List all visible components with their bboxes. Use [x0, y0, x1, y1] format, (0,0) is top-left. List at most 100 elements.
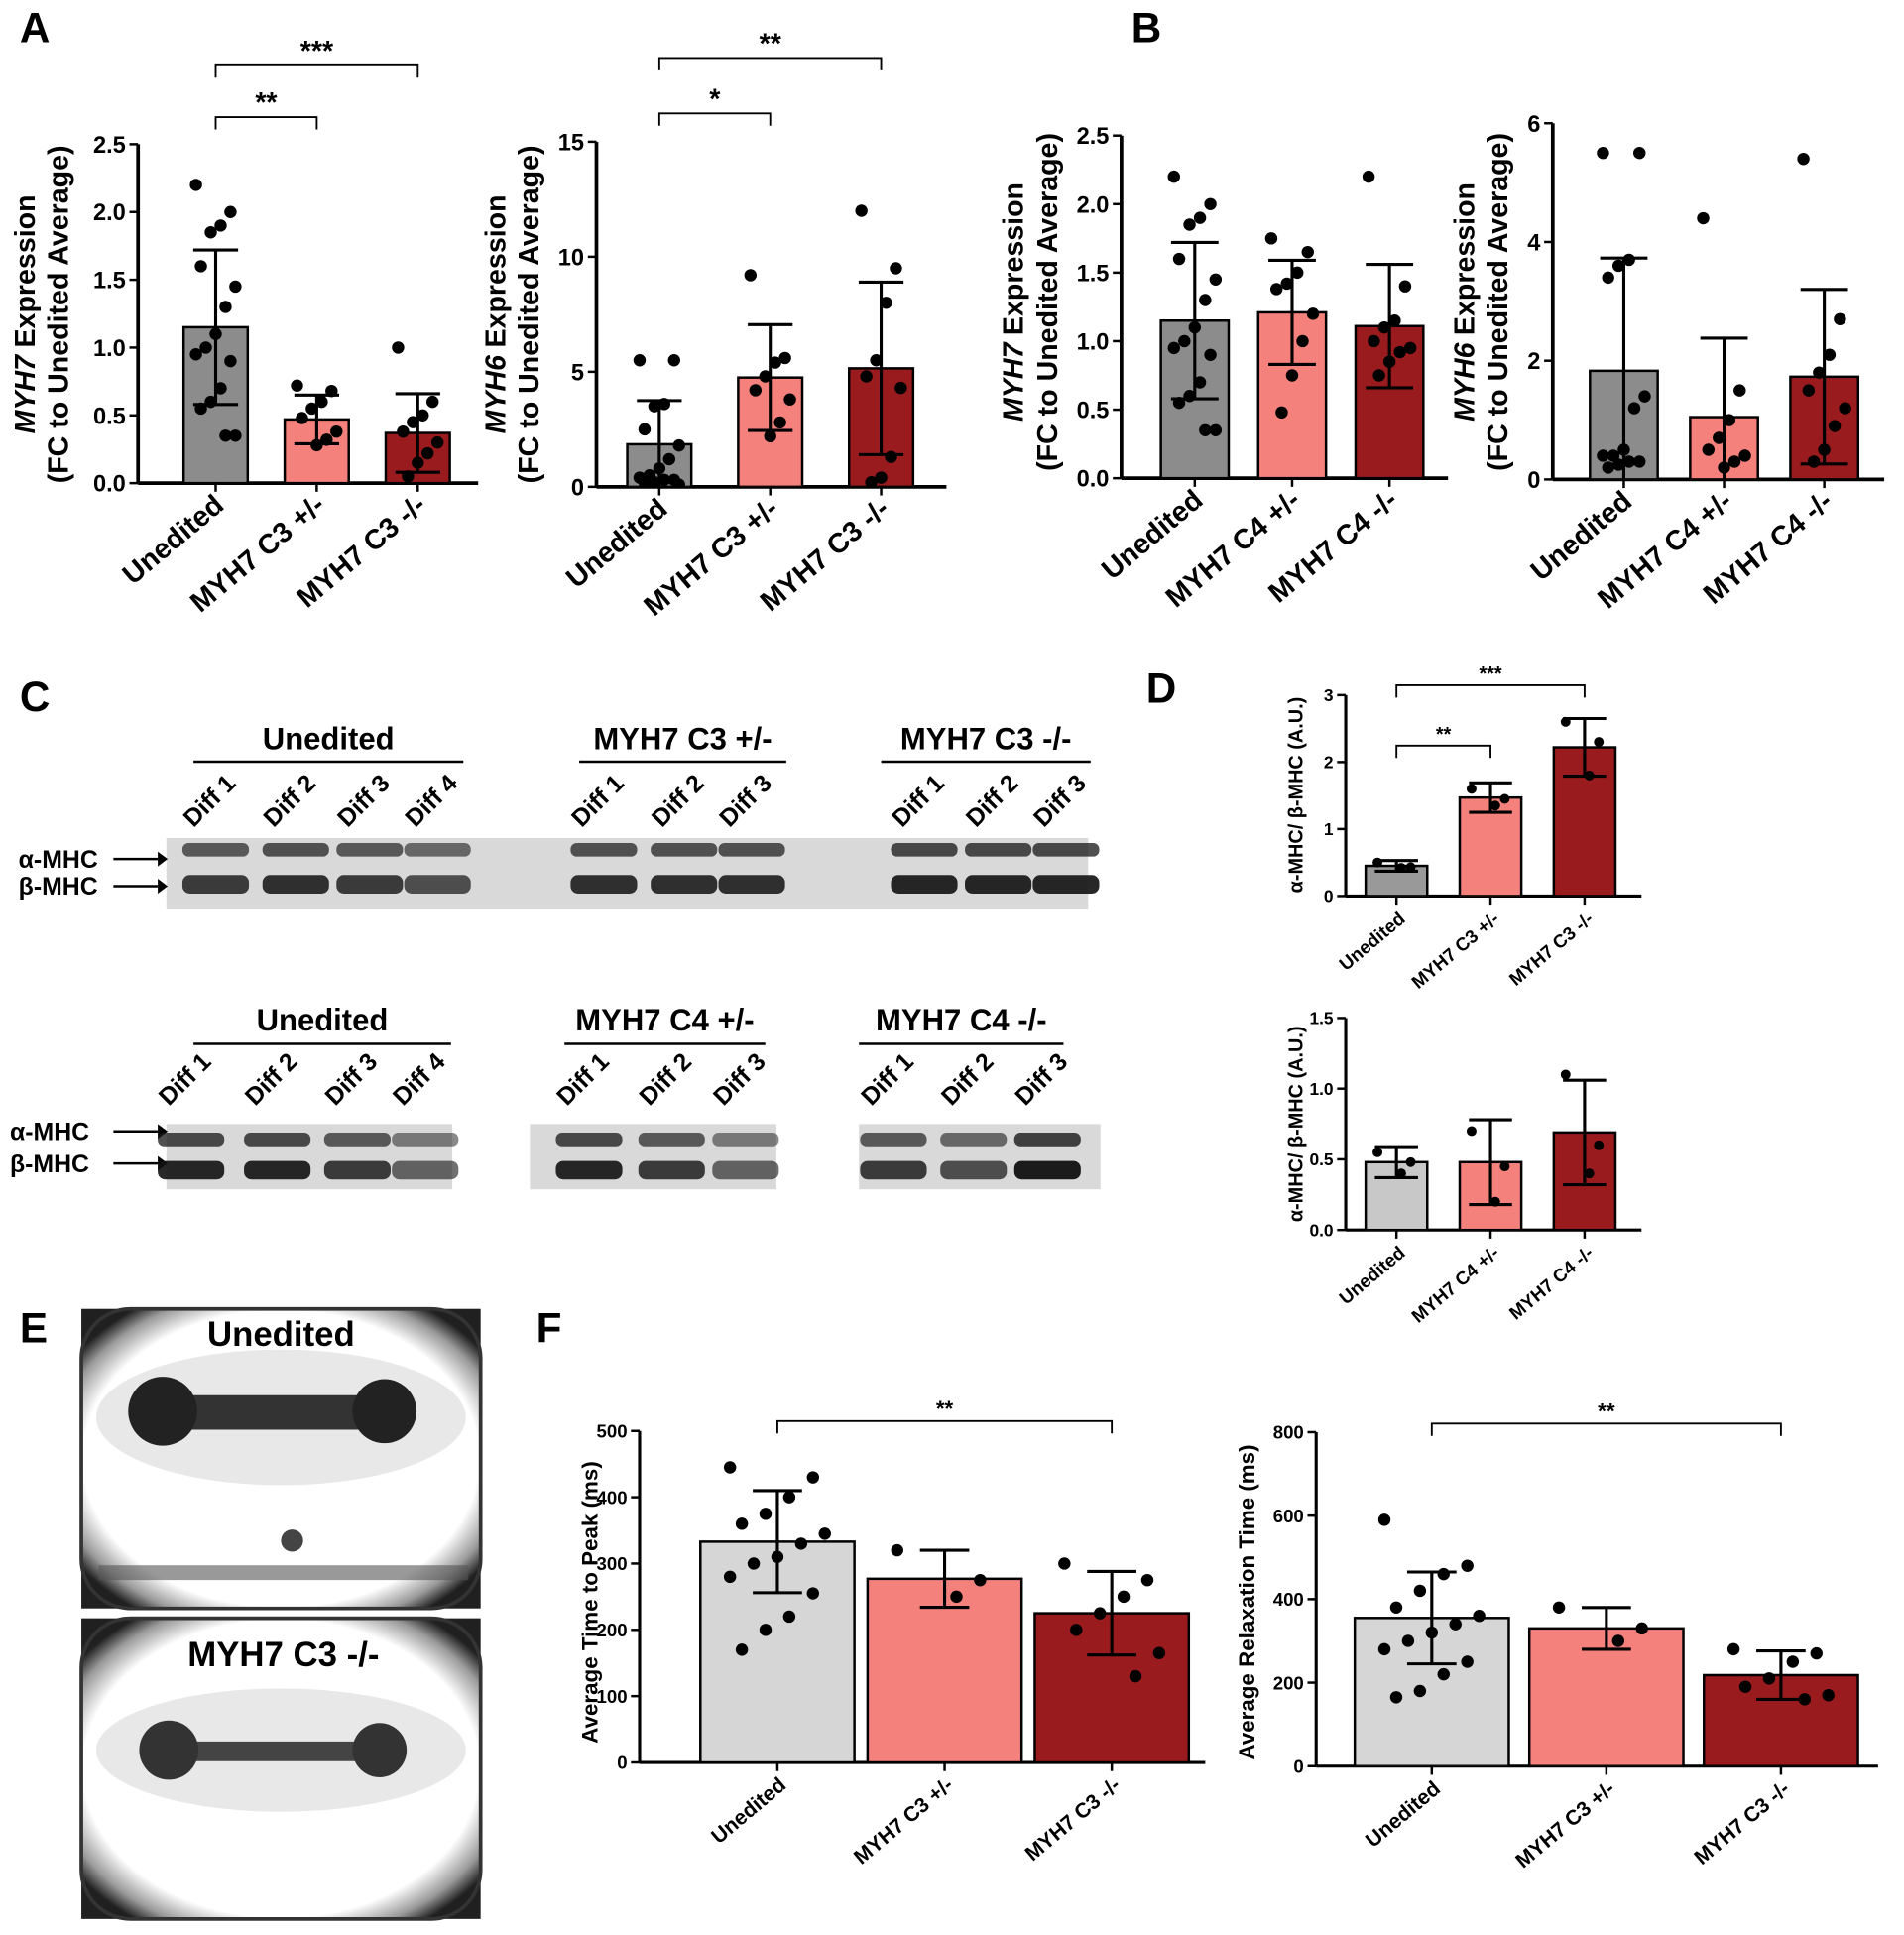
band-alpha: [336, 842, 404, 857]
data-point: [425, 395, 439, 409]
y-tick-label: 0.0: [1077, 467, 1110, 493]
y-tick-label: 3: [1324, 685, 1334, 705]
data-point: [638, 423, 652, 436]
data-point: [806, 1471, 820, 1484]
lane-label: Diff 4: [389, 1048, 451, 1111]
y-tick-label: 600: [1273, 1506, 1304, 1526]
y-axis-gene: MYH7: [10, 353, 42, 434]
well-border: [79, 1306, 483, 1611]
marker-label: α-MHC: [10, 1119, 89, 1146]
data-point: [1611, 458, 1625, 471]
x-tick-label: MYH7 C3 -/-: [1690, 1777, 1794, 1870]
x-tick-label: MYH7 C4 +/-: [1407, 1242, 1502, 1327]
y-tick-label: 1.0: [1309, 1079, 1333, 1099]
data-point: [189, 179, 202, 191]
chart: 0.0 0.5 1.0 1.5 2.0 2.5 MYH7 Expression (FC to U…: [998, 124, 1449, 614]
error-bar: [858, 280, 904, 456]
panel-letter: F: [536, 1304, 562, 1351]
data-point: [1822, 1688, 1835, 1702]
data-point: [890, 262, 902, 275]
data-point: [1393, 345, 1406, 359]
y-tick-label: 500: [596, 1420, 627, 1441]
data-point: [1606, 449, 1620, 462]
data-point: [1413, 1684, 1427, 1698]
data-point: [723, 1570, 737, 1584]
band-alpha: [860, 1133, 927, 1147]
data-point: [416, 409, 429, 422]
chart: 0.00.51.01.5α-MHC/ β-MHC (A.U.)UneditedM…: [1286, 1009, 1642, 1327]
data-point: [865, 476, 878, 487]
data-point: [764, 429, 776, 443]
data-point: [1594, 1140, 1605, 1150]
error-bar: [1563, 1078, 1606, 1187]
y-axis-text: Expression: [10, 194, 42, 347]
error-bar: [1366, 263, 1414, 390]
y-tick-label: 0: [617, 1753, 627, 1773]
data-point: [214, 382, 227, 395]
band-beta: [712, 1160, 779, 1180]
data-point: [1280, 277, 1293, 291]
data-point: [875, 471, 888, 484]
data-point: [1713, 431, 1726, 444]
data-point: [1377, 1642, 1391, 1656]
data-point: [1489, 800, 1500, 811]
band-beta: [860, 1160, 927, 1180]
arrow-head: [158, 851, 169, 867]
y-axis-label: Average Time to Peak (ms): [578, 1461, 603, 1744]
data-point: [1291, 266, 1304, 280]
band-beta: [891, 875, 958, 894]
data-point: [657, 473, 671, 487]
data-point: [1193, 376, 1207, 389]
y-axis-text: Average Relaxation Time (ms): [1235, 1444, 1259, 1759]
data-point: [1702, 443, 1715, 456]
lane-label: Diff 3: [715, 770, 777, 832]
post: [352, 1379, 417, 1444]
data-point: [1834, 312, 1846, 326]
band-beta: [965, 875, 1032, 894]
significance-label: **: [255, 87, 278, 119]
band-alpha: [244, 1133, 311, 1147]
data-point: [224, 205, 237, 218]
data-point: [194, 260, 207, 273]
data-point: [1738, 449, 1751, 462]
post: [139, 1720, 199, 1780]
significance-label: ***: [1479, 664, 1501, 685]
data-point: [1093, 1607, 1107, 1620]
data-point: [885, 450, 897, 463]
data-point: [759, 370, 772, 383]
y-axis-label-2: (FC to Unedited Average): [1032, 133, 1064, 471]
y-tick-label: 15: [558, 130, 584, 156]
data-point: [662, 452, 676, 466]
data-point: [315, 395, 328, 409]
x-tick-label: MYH7 C4 -/-: [1505, 1242, 1598, 1324]
error-bar: [1406, 1570, 1457, 1666]
data-point: [1306, 307, 1320, 320]
band-beta: [638, 1160, 705, 1180]
data-point: [749, 384, 763, 397]
band-beta: [940, 1160, 1008, 1180]
band-alpha: [1013, 1133, 1081, 1147]
data-point: [1172, 252, 1186, 266]
y-axis-label: MYH6 Expression: [481, 194, 513, 433]
image-label: Unedited: [207, 1316, 355, 1354]
data-point: [672, 478, 685, 487]
data-point: [1264, 232, 1278, 245]
y-tick-label: 1.0: [93, 336, 126, 362]
data-point: [806, 1587, 820, 1600]
y-axis-label-2: (FC to Unedited Average): [43, 145, 74, 483]
data-point: [199, 341, 212, 354]
y-axis-text: α-MHC/ β-MHC (A.U.): [1286, 1026, 1308, 1222]
data-point: [891, 1543, 903, 1557]
data-point: [747, 1557, 761, 1570]
data-point: [855, 204, 868, 217]
band-alpha: [1032, 842, 1100, 857]
data-point: [1401, 1634, 1415, 1647]
x-tick-label: MYH7 C3 +/-: [850, 1773, 958, 1869]
band-alpha: [404, 842, 471, 857]
data-point: [1209, 423, 1223, 437]
panel-letter: A: [20, 4, 51, 51]
y-tick-label: 0.0: [1309, 1220, 1333, 1240]
error-bar: [1374, 859, 1418, 873]
